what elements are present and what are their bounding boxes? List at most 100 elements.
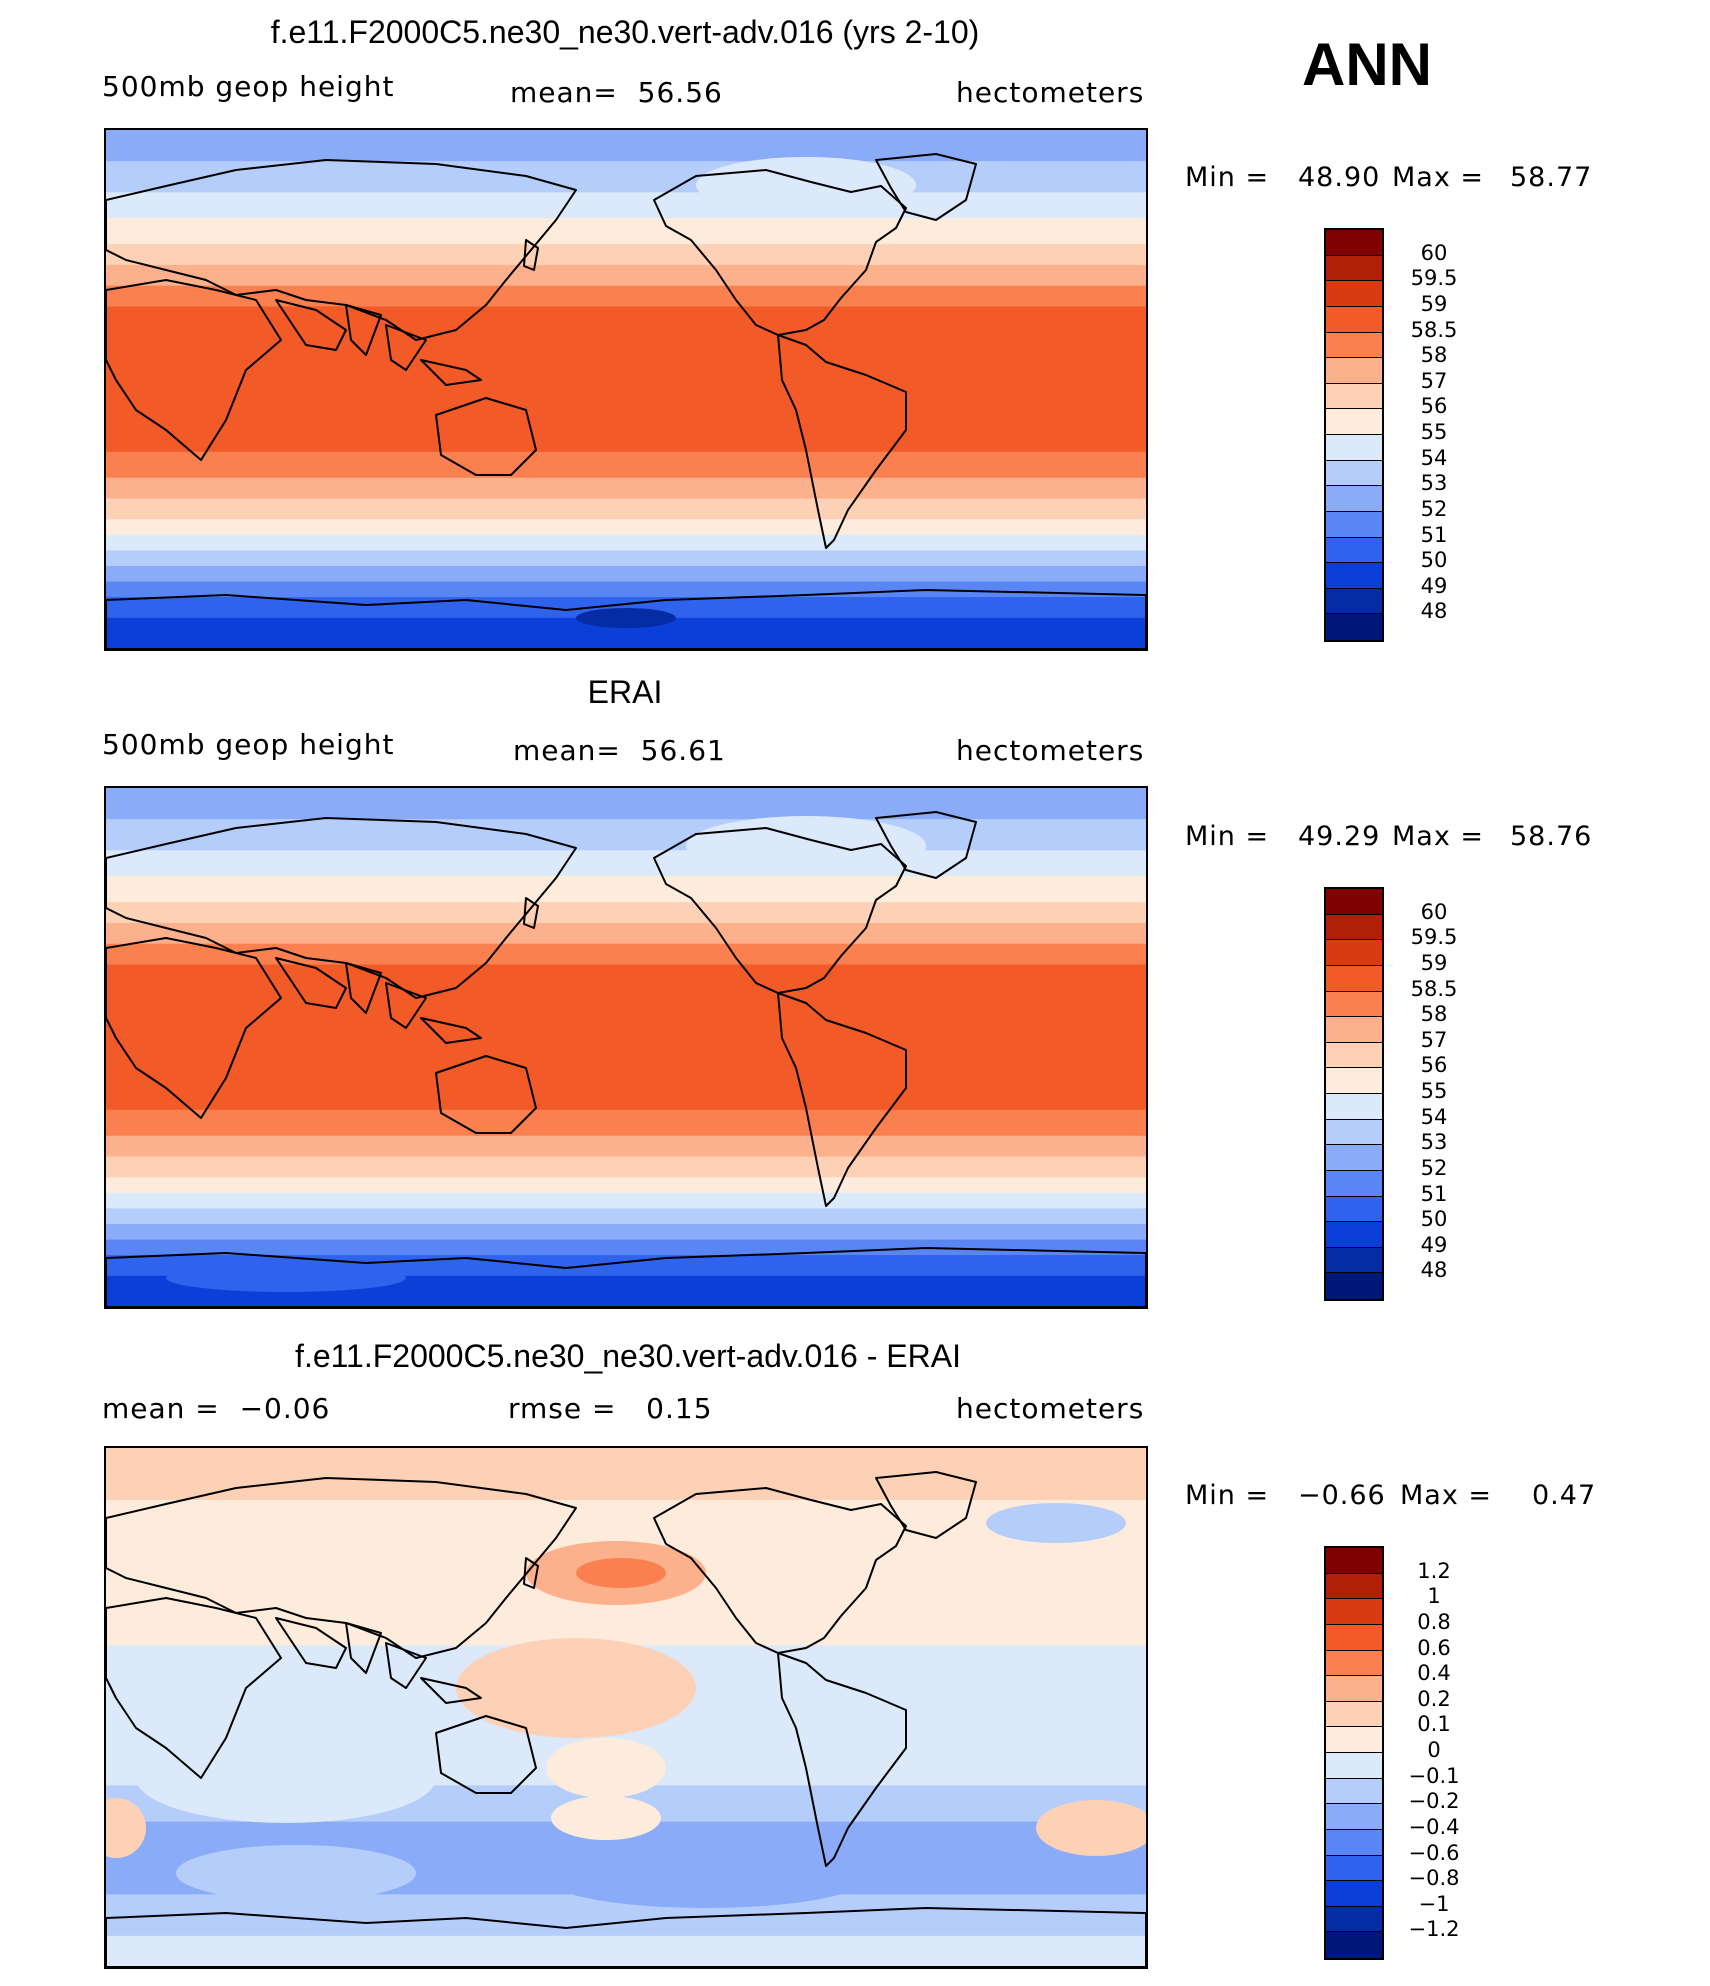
coastline [523, 239, 539, 271]
colorbar-tick-label: 55 [1420, 1079, 1448, 1103]
coastline [345, 962, 382, 1014]
colorbar-tick-label: 52 [1420, 1155, 1448, 1180]
map-plot-area [106, 788, 1146, 1307]
colorbar-swatch [1326, 230, 1382, 256]
panel-3-units-label: hectometers [956, 1392, 1145, 1425]
contour-band [106, 498, 1146, 521]
colorbar-swatch [1326, 1273, 1382, 1299]
colorbar-swatch [1326, 460, 1382, 487]
colorbar-tick-label: 0.2 [1417, 1686, 1451, 1711]
colorbar-swatch [1326, 537, 1382, 564]
coastline [345, 304, 382, 356]
colorbar-swatch [1326, 1222, 1382, 1248]
coastline [875, 153, 977, 221]
colorbar-swatch [1326, 1017, 1382, 1043]
colorbar-swatch [1326, 1881, 1382, 1907]
colorbar-swatch [1326, 1727, 1382, 1753]
colorbar-tick-label: 56 [1420, 394, 1448, 419]
colorbar-swatch [1326, 1573, 1382, 1600]
colorbar-tick-label: 57 [1420, 1027, 1448, 1052]
colorbar-swatch [1326, 486, 1382, 512]
map-plot-area [106, 1448, 1146, 1967]
colorbar-tick-label: 48 [1420, 1258, 1448, 1283]
colorbar-tick-label: 1 [1427, 1584, 1441, 1609]
coastline [420, 359, 482, 386]
contour-band [106, 264, 1146, 287]
panel-2-variable-label: 500mb geop height [102, 728, 395, 761]
coastline [106, 937, 282, 1119]
panel-1-max-value: 58.77 [1510, 162, 1593, 193]
colorbar-swatch [1326, 1701, 1382, 1728]
colorbar-tick-label: 0.6 [1417, 1635, 1451, 1660]
colorbar-tick-label: 50 [1420, 1207, 1448, 1232]
contour-band [106, 519, 1146, 536]
panel-1-units-label: hectometers [956, 76, 1145, 109]
colorbar-swatch [1326, 435, 1382, 461]
colorbar-swatch [1326, 1829, 1382, 1856]
contour-band [106, 192, 1146, 220]
colorbar-tick-label: 49 [1420, 573, 1448, 598]
colorbar-swatch [1326, 1676, 1382, 1702]
contour-patch [546, 1738, 666, 1798]
contour-band [106, 218, 1146, 246]
contour-patch [986, 1503, 1126, 1543]
coastline [385, 324, 427, 371]
colorbar-swatch [1326, 1650, 1382, 1677]
contour-band [106, 819, 1146, 852]
contour-band [106, 534, 1146, 552]
contour-patch [136, 1733, 436, 1823]
contour-band [106, 788, 1146, 821]
panel-2-colorbar [1324, 887, 1384, 1301]
panel-2-max-label: Max = [1392, 821, 1485, 852]
contour-band [106, 876, 1146, 904]
colorbar-swatch [1326, 1196, 1382, 1223]
contour-band [106, 244, 1146, 266]
colorbar-tick-label: 55 [1420, 420, 1448, 444]
colorbar-swatch [1326, 1906, 1382, 1933]
contour-band [106, 922, 1146, 945]
colorbar-tick-label: 52 [1420, 496, 1448, 521]
contour-patch [551, 1796, 661, 1840]
coastline [106, 1477, 577, 1659]
coastline [345, 1622, 382, 1674]
colorbar-swatch [1326, 563, 1382, 589]
colorbar-swatch [1326, 358, 1382, 384]
coastline [875, 1471, 977, 1539]
colorbar-tick-label: 59.5 [1410, 266, 1458, 291]
coastline [106, 817, 577, 999]
colorbar-tick-label: −0.4 [1408, 1814, 1460, 1839]
coastline [106, 279, 282, 461]
colorbar-tick-label: 58.5 [1410, 976, 1458, 1001]
colorbar-swatch [1326, 1068, 1382, 1094]
colorbar-tick-label: 58 [1420, 343, 1448, 368]
coastline [106, 159, 577, 341]
contour-patch [176, 1845, 416, 1901]
panel-3-colorbar [1324, 1546, 1384, 1960]
colorbar-swatch [1326, 1804, 1382, 1830]
coastline [435, 397, 537, 476]
contour-band [106, 943, 1146, 966]
panel-2-min-label: Min = [1185, 821, 1270, 852]
panel-3-map [104, 1446, 1148, 1969]
colorbar-swatch [1326, 1247, 1382, 1274]
colorbar-tick-label: 0.1 [1417, 1712, 1451, 1737]
contour-patch [106, 1798, 146, 1858]
colorbar-tick-label: 0 [1427, 1738, 1441, 1762]
colorbar-swatch [1326, 1170, 1382, 1197]
contour-patch [576, 608, 676, 628]
coastline [420, 1677, 482, 1704]
colorbar-swatch [1326, 1145, 1382, 1171]
colorbar-swatch [1326, 940, 1382, 966]
panel-1-min-label: Min = [1185, 162, 1270, 193]
contour-band [106, 306, 1146, 453]
colorbar-swatch [1326, 383, 1382, 410]
coastline [523, 897, 539, 929]
panel-3-mean-label: mean = −0.06 [102, 1392, 331, 1425]
coastline [777, 1652, 907, 1867]
panel-3-min-value: −0.66 [1298, 1480, 1386, 1511]
colorbar-swatch [1326, 1094, 1382, 1120]
colorbar-tick-label: 57 [1420, 368, 1448, 393]
colorbar-swatch [1326, 1042, 1382, 1069]
colorbar-swatch [1326, 1932, 1382, 1958]
colorbar-tick-label: −0.8 [1408, 1866, 1460, 1891]
